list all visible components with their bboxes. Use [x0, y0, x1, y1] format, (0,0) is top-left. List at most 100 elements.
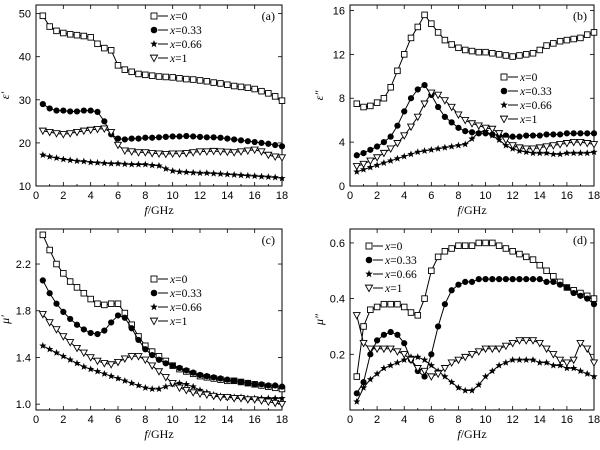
data-point [183, 367, 190, 374]
data-point [121, 377, 129, 384]
y-axis-label: μ′ [0, 315, 12, 325]
x-tick-label: 2 [374, 414, 380, 426]
data-point [107, 159, 115, 167]
x-tick-label: 10 [479, 414, 491, 426]
data-point [563, 284, 570, 291]
series-triangle-down [38, 125, 287, 162]
data-point [427, 373, 436, 381]
data-point [148, 72, 156, 79]
data-point [93, 367, 102, 375]
data-point [584, 295, 591, 302]
legend-marker [150, 289, 158, 297]
data-point [462, 128, 469, 135]
data-point [278, 174, 286, 182]
data-point [265, 90, 272, 97]
data-point [66, 355, 74, 363]
data-point [161, 374, 170, 382]
series-triangle-down [352, 89, 599, 171]
data-point [590, 29, 598, 36]
data-point [243, 147, 252, 155]
data-point [60, 29, 67, 37]
legend-marker [500, 87, 508, 95]
data-point [189, 389, 198, 397]
legend-entry-var: x [384, 283, 391, 295]
data-point [46, 246, 53, 254]
data-point [367, 146, 374, 153]
data-point [495, 136, 503, 143]
data-point [515, 144, 524, 152]
x-tick-label: 0 [347, 414, 353, 426]
legend-entry-value: =1 [175, 316, 187, 328]
legend: x=0x=0.33x=0.66x=1 [364, 241, 417, 295]
data-point [52, 130, 61, 138]
data-point [216, 393, 225, 402]
legend-entry-var: x [384, 241, 391, 253]
data-point [516, 133, 523, 140]
data-point [100, 370, 108, 377]
panel-label: (c) [262, 233, 275, 247]
data-point [183, 75, 190, 83]
legend-entry-value: =0 [175, 274, 187, 286]
data-point [569, 356, 578, 365]
data-point [372, 345, 382, 354]
data-point [46, 152, 54, 160]
data-point [39, 151, 47, 159]
data-point [135, 70, 142, 78]
data-point [94, 108, 101, 115]
data-point [134, 381, 143, 389]
data-point [400, 356, 408, 363]
data-point [257, 148, 266, 156]
x-axis-label: f/GHz [144, 203, 173, 217]
data-point [360, 323, 367, 330]
data-point [400, 152, 408, 160]
data-point [196, 169, 204, 177]
data-point [230, 149, 239, 157]
legend-marker [150, 275, 158, 283]
data-point [367, 102, 374, 110]
legend-entry: x=1 [519, 114, 538, 126]
data-point [543, 278, 550, 286]
x-axis-label-var: f [457, 427, 462, 441]
data-point [433, 91, 443, 100]
y-axis-label: ε′ [0, 91, 12, 99]
data-point [589, 141, 599, 149]
data-point [455, 242, 462, 249]
data-point [87, 158, 95, 166]
data-point [278, 383, 286, 390]
data-point [107, 372, 115, 380]
x-axis-label-var: f [144, 427, 149, 441]
data-point [271, 173, 279, 181]
data-point [114, 159, 122, 167]
data-point [230, 82, 238, 90]
data-point [427, 89, 436, 98]
data-point [428, 351, 435, 358]
data-point [454, 111, 463, 120]
data-point [128, 379, 136, 387]
series-star [39, 151, 286, 182]
data-point [52, 326, 61, 334]
data-point [45, 319, 54, 327]
data-point [39, 101, 46, 108]
legend-marker [150, 40, 158, 48]
data-point [169, 74, 176, 81]
data-point [189, 149, 198, 157]
data-point [251, 172, 259, 180]
data-point [86, 354, 95, 362]
data-point [576, 339, 585, 348]
data-point [414, 312, 422, 319]
data-point [374, 337, 381, 344]
y-tick-label: 1.4 [16, 352, 31, 364]
data-point [353, 152, 360, 159]
data-point [393, 140, 402, 148]
data-point [353, 397, 361, 405]
data-point [271, 93, 279, 100]
x-tick-label: 0 [33, 414, 39, 426]
x-tick-label: 14 [534, 414, 546, 426]
data-point [570, 130, 577, 137]
legend-marker [149, 54, 159, 63]
series-line [42, 280, 283, 388]
data-point [101, 44, 108, 52]
x-tick-label: 18 [276, 414, 288, 426]
data-point [128, 160, 136, 168]
